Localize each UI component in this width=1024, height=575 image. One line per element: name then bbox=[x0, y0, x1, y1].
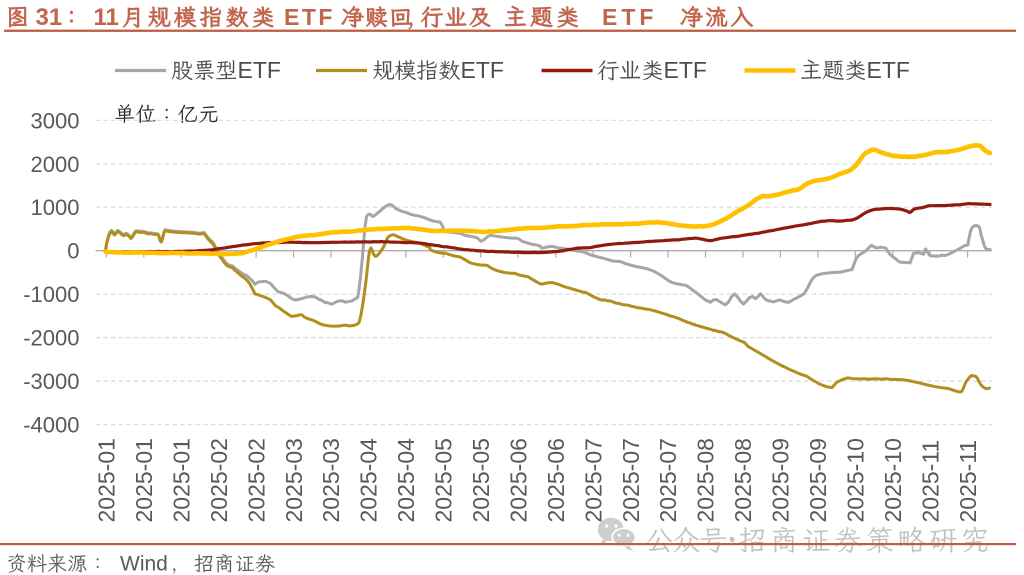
svg-text:2000: 2000 bbox=[31, 152, 80, 177]
svg-text:2025-06: 2025-06 bbox=[506, 438, 532, 522]
svg-text:1000: 1000 bbox=[31, 195, 80, 220]
svg-text:ETF: ETF bbox=[461, 57, 504, 83]
svg-text:2025-10: 2025-10 bbox=[880, 438, 906, 522]
svg-text:3000: 3000 bbox=[31, 108, 80, 133]
svg-text:2025-05: 2025-05 bbox=[431, 438, 457, 522]
svg-text:2025-01: 2025-01 bbox=[94, 438, 120, 522]
svg-text:2025-07: 2025-07 bbox=[580, 438, 606, 522]
svg-text:0: 0 bbox=[67, 239, 79, 264]
svg-text:2025-02: 2025-02 bbox=[243, 438, 269, 522]
svg-text:2025-08: 2025-08 bbox=[693, 438, 719, 522]
svg-text:2025-01: 2025-01 bbox=[131, 438, 157, 522]
svg-text:2025-07: 2025-07 bbox=[655, 438, 681, 522]
svg-text:-1000: -1000 bbox=[23, 282, 79, 307]
svg-text:2025-10: 2025-10 bbox=[843, 438, 869, 522]
svg-text:ETF: ETF bbox=[664, 57, 707, 83]
svg-text:ETF: ETF bbox=[238, 57, 281, 83]
svg-text:2025-09: 2025-09 bbox=[805, 438, 831, 522]
svg-text:-4000: -4000 bbox=[23, 413, 79, 438]
svg-text:2025-09: 2025-09 bbox=[768, 438, 794, 522]
svg-text:2025-08: 2025-08 bbox=[730, 438, 756, 522]
svg-text:11: 11 bbox=[94, 4, 119, 31]
svg-text:2025-02: 2025-02 bbox=[206, 438, 232, 522]
svg-text:31: 31 bbox=[36, 4, 63, 31]
svg-text:Wind: Wind bbox=[120, 553, 168, 575]
svg-text:2025-07: 2025-07 bbox=[618, 438, 644, 522]
svg-text:2025-04: 2025-04 bbox=[356, 438, 382, 523]
svg-text:2025-11: 2025-11 bbox=[955, 440, 981, 523]
svg-text:ETF: ETF bbox=[284, 4, 335, 30]
svg-text:2025-03: 2025-03 bbox=[318, 438, 344, 522]
svg-text:2025-03: 2025-03 bbox=[281, 438, 307, 522]
svg-text:-2000: -2000 bbox=[23, 326, 79, 351]
svg-text:ETF: ETF bbox=[867, 57, 910, 83]
svg-text:2025-01: 2025-01 bbox=[168, 438, 194, 522]
svg-text:2025-05: 2025-05 bbox=[468, 438, 494, 522]
svg-text:2025-04: 2025-04 bbox=[393, 438, 419, 523]
svg-text:-3000: -3000 bbox=[23, 369, 79, 394]
svg-text:ETF: ETF bbox=[602, 4, 657, 30]
svg-text:2025-11: 2025-11 bbox=[917, 440, 943, 523]
svg-text:2025-06: 2025-06 bbox=[543, 438, 569, 522]
